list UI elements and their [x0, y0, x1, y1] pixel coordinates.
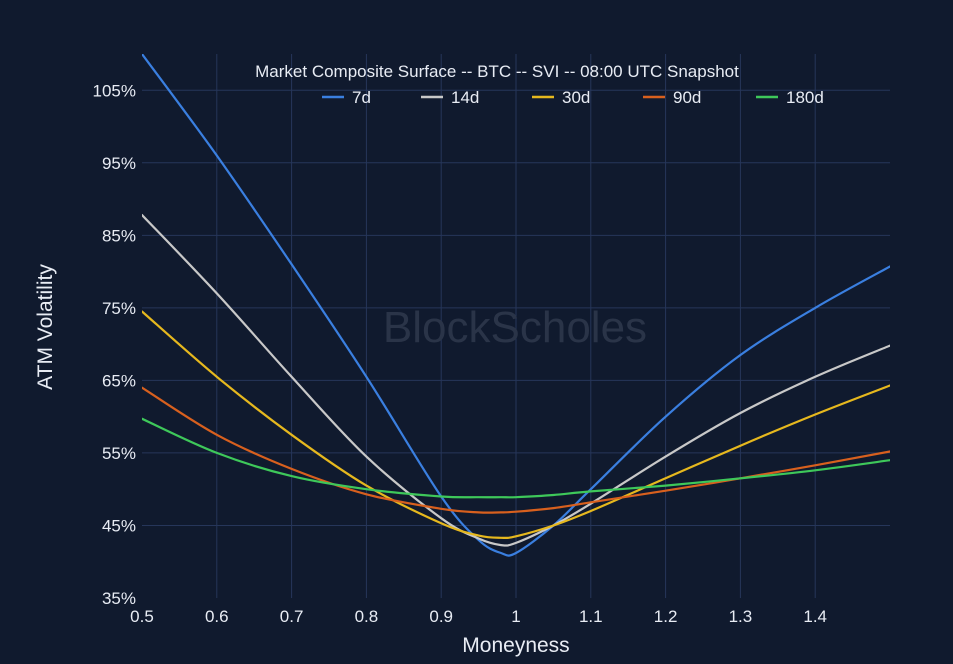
y-tick-label: 105%	[93, 81, 136, 100]
x-tick-label: 0.6	[205, 607, 229, 626]
series-line-180d	[142, 417, 890, 499]
legend-item-14d[interactable]: 14d	[421, 88, 479, 107]
series-line-14d	[142, 213, 890, 547]
y-axis-title: ATM Volatility	[34, 264, 57, 390]
x-tick-label: 0.5	[130, 607, 154, 626]
y-tick-label: 85%	[102, 226, 136, 245]
series-line-30d	[142, 310, 890, 540]
legend-label: 7d	[352, 88, 371, 107]
legend-label: 14d	[451, 88, 479, 107]
x-tick-label: 0.8	[355, 607, 379, 626]
legend: 7d 14d 30d 90d 180d	[322, 88, 824, 107]
series-lines	[142, 54, 890, 557]
y-tick-label: 75%	[102, 299, 136, 318]
x-tick-label: 1	[511, 607, 520, 626]
x-tick-label: 1.1	[579, 607, 603, 626]
watermark-text: BlockScholes	[383, 303, 647, 352]
x-axis-title: Moneyness	[462, 634, 569, 657]
legend-label: 30d	[562, 88, 590, 107]
legend-label: 180d	[786, 88, 824, 107]
y-tick-label: 45%	[102, 516, 136, 535]
y-axis-ticks: 35% 45% 55% 65% 75% 85% 95% 105%	[93, 81, 136, 608]
y-tick-label: 55%	[102, 444, 136, 463]
y-tick-label: 35%	[102, 589, 136, 608]
x-tick-label: 1.2	[654, 607, 678, 626]
legend-item-90d[interactable]: 90d	[643, 88, 701, 107]
legend-item-7d[interactable]: 7d	[322, 88, 371, 107]
legend-item-30d[interactable]: 30d	[532, 88, 590, 107]
x-tick-label: 0.7	[280, 607, 304, 626]
chart-title: Market Composite Surface -- BTC -- SVI -…	[255, 62, 739, 81]
y-tick-label: 65%	[102, 371, 136, 390]
x-tick-label: 1.3	[729, 607, 753, 626]
x-tick-label: 1.4	[803, 607, 827, 626]
legend-item-180d[interactable]: 180d	[756, 88, 824, 107]
y-tick-label: 95%	[102, 154, 136, 173]
grid	[142, 54, 890, 598]
series-line-7d	[142, 54, 890, 557]
x-axis-ticks: 0.5 0.6 0.7 0.8 0.9 1 1.1 1.2 1.3 1.4	[130, 607, 827, 626]
legend-label: 90d	[673, 88, 701, 107]
x-tick-label: 0.9	[429, 607, 453, 626]
